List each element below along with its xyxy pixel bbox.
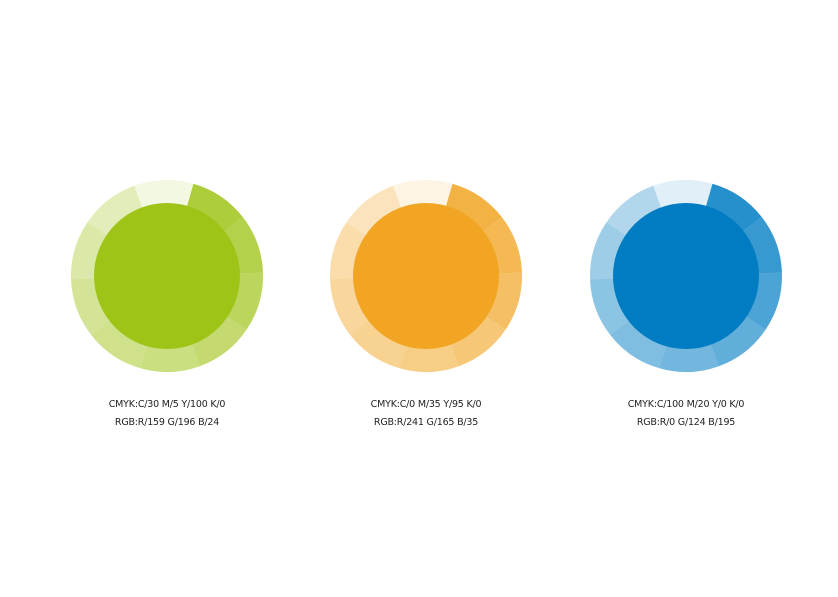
ring-segment	[330, 278, 370, 336]
color-disc	[94, 203, 240, 349]
ring-segment	[653, 180, 713, 209]
ring-segment	[393, 180, 453, 209]
ring-segment	[445, 183, 502, 232]
color-disc	[353, 203, 499, 349]
ring-segment	[590, 278, 630, 336]
ring-segment	[350, 320, 407, 369]
ring-segment	[191, 316, 247, 367]
ring-segment	[606, 185, 662, 236]
ring-segment	[186, 183, 243, 232]
ring-segment	[71, 278, 111, 336]
ring-segment	[140, 343, 200, 372]
ring-segment	[346, 185, 402, 236]
rgb-label: RGB:R/159 G/196 B/24	[114, 417, 220, 428]
ring-segment	[399, 343, 459, 372]
ring-segment	[482, 216, 522, 274]
color-wheel	[71, 180, 263, 372]
swatch-green: CMYK:C/30 M/5 Y/100 K/0 RGB:R/159 G/196 …	[67, 178, 267, 428]
cmyk-label: CMYK:C/100 M/20 Y/0 K/0	[627, 399, 745, 410]
ring-segment	[659, 343, 719, 372]
color-disc	[613, 203, 759, 349]
cmyk-label: CMYK:C/0 M/35 Y/95 K/0	[370, 399, 482, 410]
rgb-label: RGB:R/0 G/124 B/195	[636, 417, 736, 428]
ring-segment	[87, 185, 143, 236]
ring-segment	[705, 183, 762, 232]
ring-segment	[590, 222, 627, 280]
ring-segment	[450, 316, 506, 367]
ring-segment	[742, 216, 782, 274]
ring-segment	[71, 222, 108, 280]
ring-segment	[710, 316, 766, 367]
swatch-orange: CMYK:C/0 M/35 Y/95 K/0 RGB:R/241 G/165 B…	[326, 178, 526, 428]
ring-segment	[745, 272, 782, 330]
swatch-blue: CMYK:C/100 M/20 Y/0 K/0 RGB:R/0 G/124 B/…	[586, 178, 786, 428]
cmyk-label: CMYK:C/30 M/5 Y/100 K/0	[108, 399, 226, 410]
ring-segment	[134, 180, 194, 209]
ring-segment	[91, 320, 148, 369]
ring-segment	[610, 320, 667, 369]
rgb-label: RGB:R/241 G/165 B/35	[373, 417, 479, 428]
ring-segment	[226, 272, 263, 330]
ring-segment	[330, 222, 367, 280]
ring-segment	[223, 216, 263, 274]
ring-segment	[485, 272, 522, 330]
color-wheel	[330, 180, 522, 372]
color-wheel	[590, 180, 782, 372]
